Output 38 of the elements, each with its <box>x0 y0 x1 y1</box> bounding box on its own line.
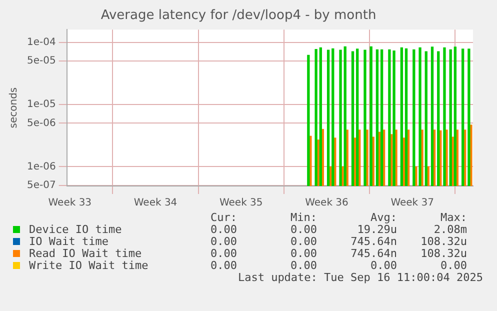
text: 0.00 <box>290 223 317 236</box>
text: 0.00 <box>290 235 317 248</box>
text: 2.08m <box>432 223 467 236</box>
y-tick-label: 1e-04 <box>26 36 56 48</box>
y-tick-label: 5e-06 <box>26 118 56 129</box>
chart-title: Average latency for /dev/loop4 - by month <box>100 8 376 24</box>
y-tick-label: 5e-07 <box>26 180 56 192</box>
text: 0.00 <box>210 223 237 236</box>
text: 0.00 <box>210 235 237 248</box>
text: 0.00 <box>210 259 237 272</box>
text: 19.29u <box>356 223 397 236</box>
text: 0.00 <box>210 247 237 260</box>
x-tick-label: Week 36 <box>305 198 348 209</box>
text: 745.64n <box>350 247 397 260</box>
y-tick-label: 5e-05 <box>26 56 56 67</box>
y-tick-label: 1e-06 <box>26 161 56 172</box>
x-tick-label: Week 34 <box>134 198 178 209</box>
text: 0.00 <box>370 259 397 272</box>
x-tick-label: Week 35 <box>219 198 263 209</box>
text: Min: <box>290 211 317 224</box>
text: Max: <box>440 211 467 224</box>
text: 0.00 <box>290 259 317 272</box>
text: Last update: Tue Sep 16 11:00:04 2025 <box>236 271 484 284</box>
text: 0.00 <box>440 259 467 272</box>
text: Cur: <box>210 211 237 224</box>
y-tick-label: 1e-05 <box>26 99 56 110</box>
text: 0.00 <box>290 247 317 260</box>
text: 745.64n <box>350 235 397 248</box>
legend-label: IO Wait time <box>28 235 110 248</box>
text: Avg: <box>370 211 397 224</box>
text: 108.32u <box>420 235 467 248</box>
x-tick-label: Week 37 <box>390 198 434 209</box>
text: 108.32u <box>420 247 467 260</box>
legend-label: Write IO Wait time <box>28 259 150 272</box>
legend-label: Read IO Wait time <box>28 247 143 260</box>
legend-label: Device IO time <box>28 223 123 236</box>
x-tick-label: Week 33 <box>48 198 92 209</box>
y-axis-title: seconds <box>8 87 20 128</box>
